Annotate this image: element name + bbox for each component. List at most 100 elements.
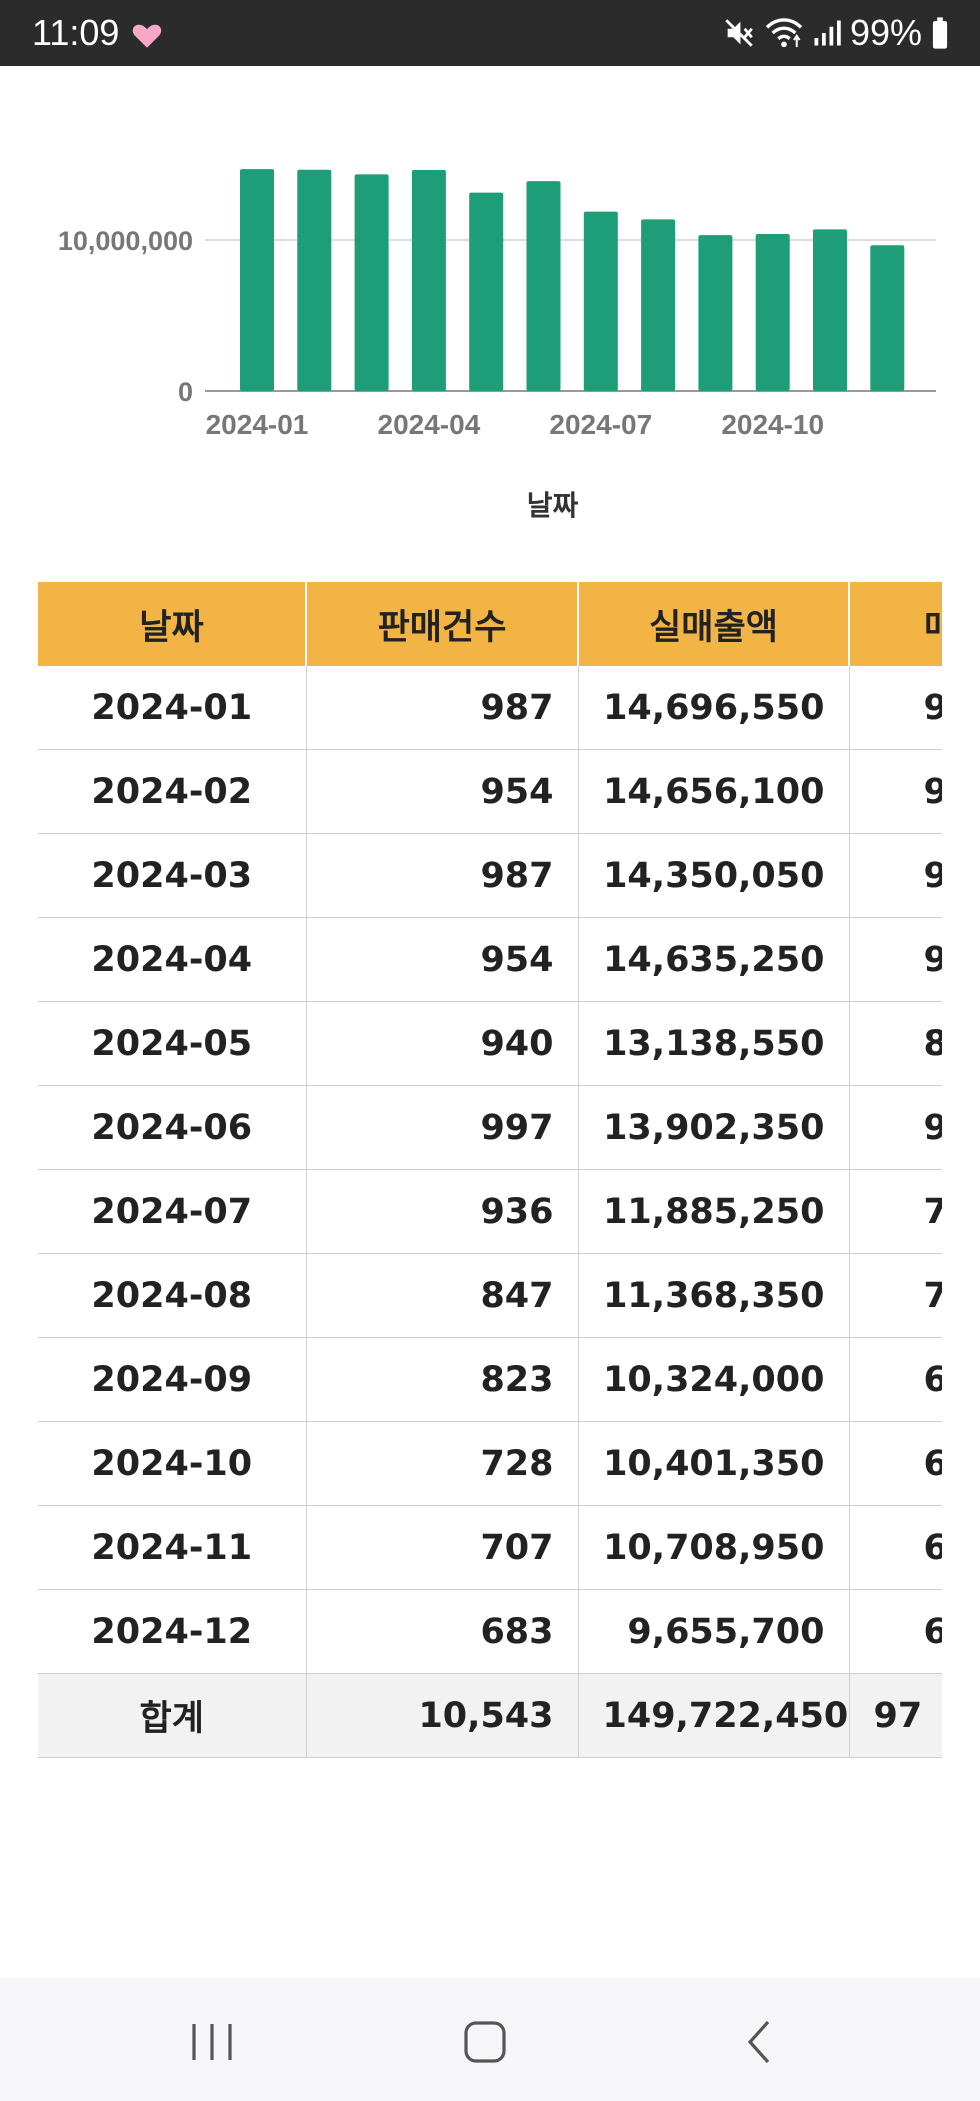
bar-2024-01[interactable] <box>240 169 274 391</box>
cell-count: 987 <box>306 666 579 750</box>
cell-date: 2024-01 <box>38 666 307 750</box>
cell-col4: 6 <box>849 1421 942 1506</box>
cell-col4: 9 <box>849 833 942 918</box>
cell-count: 940 <box>306 1001 579 1086</box>
status-bar: 11:09 99% <box>0 0 980 66</box>
cell-sales: 10,708,950 <box>578 1505 850 1590</box>
cell-count: 823 <box>306 1337 579 1422</box>
bar-2024-02[interactable] <box>297 169 332 391</box>
cell-col4: 6 <box>849 1589 942 1674</box>
recent-apps-icon[interactable] <box>172 2002 252 2082</box>
sales-table: 날짜 판매건수 실매출액 매 2024-0198714,696,55092024… <box>38 582 942 1758</box>
bar-2024-04[interactable] <box>411 170 446 391</box>
cell-date: 2024-03 <box>38 833 307 918</box>
cell-count: 683 <box>306 1589 579 1674</box>
cell-sales: 13,902,350 <box>578 1085 850 1170</box>
y-tick-label: 0 <box>178 377 193 407</box>
wifi-icon <box>765 18 803 48</box>
bar-2024-11[interactable] <box>813 229 847 391</box>
back-icon[interactable] <box>720 2002 800 2082</box>
cell-count: 936 <box>306 1169 579 1254</box>
mute-icon <box>725 19 753 47</box>
cell-date: 2024-09 <box>38 1337 307 1422</box>
cell-sales: 10,324,000 <box>578 1337 850 1422</box>
cell-col4: 7 <box>849 1253 942 1338</box>
cell-date: 2024-06 <box>38 1085 307 1170</box>
bar-2024-12[interactable] <box>870 245 905 391</box>
cell-date: 2024-11 <box>38 1505 307 1590</box>
cell-sales: 11,885,250 <box>578 1169 850 1254</box>
cell-col4: 8 <box>849 1001 942 1086</box>
cell-col4: 9 <box>849 1085 942 1170</box>
cell-sales: 14,635,250 <box>578 917 850 1002</box>
total-col4: 97 <box>849 1673 942 1758</box>
table-body: 2024-0198714,696,55092024-0295414,656,10… <box>38 666 942 1758</box>
x-tick-label: 2024-04 <box>378 409 481 440</box>
sales-table-container[interactable]: 날짜 판매건수 실매출액 매 2024-0198714,696,55092024… <box>38 582 942 1758</box>
sales-bar-chart: 0 10,000,000 2024-01 2024-04 2024-07 2024-10 … <box>0 66 980 536</box>
cell-col4: 9 <box>849 666 942 750</box>
cell-count: 847 <box>306 1253 579 1338</box>
chart-svg: 0 10,000,000 2024-01 2024-04 2024-07 2024-10 <box>58 169 936 440</box>
cell-date: 2024-12 <box>38 1589 307 1674</box>
table-total-row: 합계 10,543 149,722,450 97 <box>38 1673 942 1758</box>
status-icons: 99% <box>722 10 950 56</box>
y-tick-label: 10,000,000 <box>58 226 193 256</box>
table-header-row: 날짜 판매건수 실매출액 매 <box>38 582 942 666</box>
cell-col4: 9 <box>849 917 942 1002</box>
cell-sales: 11,368,350 <box>578 1253 850 1338</box>
bar-2024-08[interactable] <box>641 219 676 391</box>
cell-sales: 13,138,550 <box>578 1001 850 1086</box>
home-icon[interactable] <box>445 2002 525 2082</box>
bar-2024-05[interactable] <box>469 192 504 391</box>
cell-col4: 7 <box>849 1169 942 1254</box>
chart-x-axis-title: 날짜 <box>526 489 579 522</box>
bar-2024-10[interactable] <box>755 233 790 391</box>
cell-date: 2024-05 <box>38 1001 307 1086</box>
cell-count: 954 <box>306 749 579 834</box>
bar-2024-09[interactable] <box>698 235 733 391</box>
cell-count: 997 <box>306 1085 579 1170</box>
x-tick-label: 2024-10 <box>721 409 824 440</box>
total-sales: 149,722,450 <box>578 1673 850 1758</box>
status-time: 11:09 <box>32 12 120 53</box>
cell-sales: 10,401,350 <box>578 1421 850 1506</box>
bar-2024-07[interactable] <box>583 211 618 391</box>
bar-2024-03[interactable] <box>354 174 389 391</box>
cell-col4: 6 <box>849 1337 942 1422</box>
header-col4[interactable]: 매 <box>849 582 942 666</box>
x-tick-label: 2024-07 <box>549 409 652 440</box>
navigation-bar <box>0 1978 980 2101</box>
cell-count: 728 <box>306 1421 579 1506</box>
battery-percentage: 99% <box>849 12 922 53</box>
cell-count: 707 <box>306 1505 579 1590</box>
header-date[interactable]: 날짜 <box>38 582 307 666</box>
x-tick-label: 2024-01 <box>206 409 309 440</box>
cell-date: 2024-10 <box>38 1421 307 1506</box>
battery-icon <box>932 17 948 49</box>
cell-sales: 14,656,100 <box>578 749 850 834</box>
bar-2024-06[interactable] <box>526 181 561 391</box>
cell-date: 2024-02 <box>38 749 307 834</box>
cell-date: 2024-07 <box>38 1169 307 1254</box>
cell-count: 954 <box>306 917 579 1002</box>
cell-col4: 9 <box>849 749 942 834</box>
cell-sales: 14,696,550 <box>578 666 850 750</box>
cell-count: 987 <box>306 833 579 918</box>
header-sales[interactable]: 실매출액 <box>578 582 850 666</box>
cell-date: 2024-04 <box>38 917 307 1002</box>
heart-icon <box>132 24 162 48</box>
header-count[interactable]: 판매건수 <box>306 582 579 666</box>
